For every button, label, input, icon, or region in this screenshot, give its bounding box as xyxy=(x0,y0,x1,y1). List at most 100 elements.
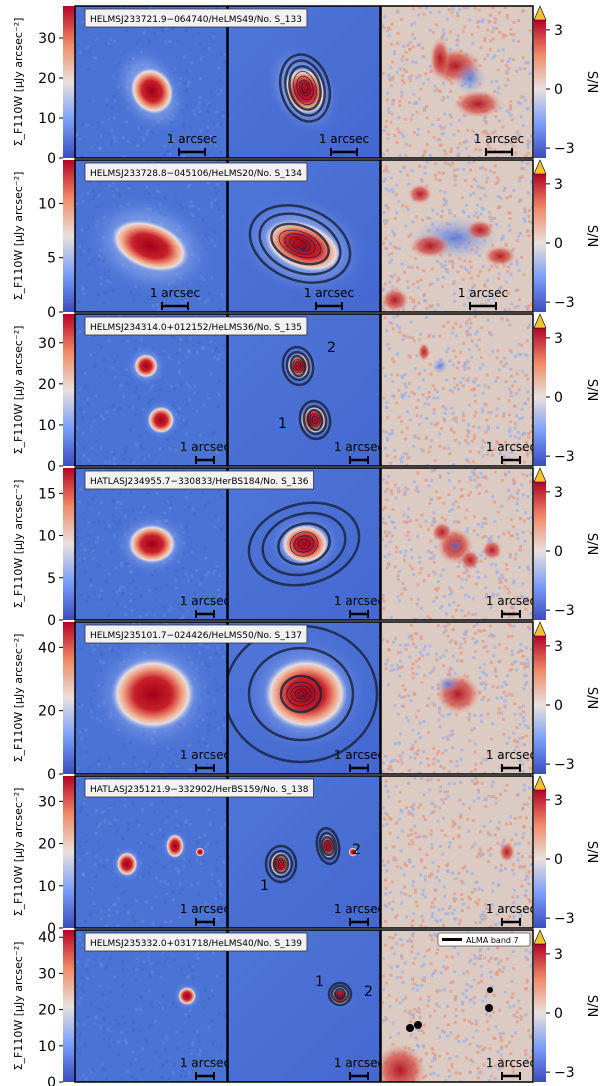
noise-pixel xyxy=(142,960,146,964)
noise-pixel xyxy=(166,883,170,887)
noise-pixel xyxy=(459,757,463,761)
noise-pixel xyxy=(123,605,127,609)
noise-pixel xyxy=(443,199,447,203)
left-tick-label: 30 xyxy=(38,336,56,352)
noise-pixel xyxy=(474,377,478,381)
noise-pixel xyxy=(172,898,176,902)
noise-pixel xyxy=(99,134,103,138)
noise-pixel xyxy=(405,426,409,430)
noise-pixel xyxy=(385,219,389,223)
noise-pixel xyxy=(449,115,453,119)
noise-pixel xyxy=(185,356,189,360)
noise-pixel xyxy=(137,395,141,399)
noise-pixel xyxy=(438,178,442,182)
noise-pixel xyxy=(404,50,408,54)
noise-pixel xyxy=(427,130,431,134)
noise-pixel xyxy=(109,128,113,132)
noise-pixel xyxy=(523,894,527,898)
model-contour xyxy=(311,415,319,425)
noise-pixel xyxy=(90,145,94,149)
noise-pixel xyxy=(497,272,501,276)
noise-pixel xyxy=(86,67,90,71)
noise-pixel xyxy=(438,496,442,500)
noise-pixel xyxy=(518,231,522,235)
noise-pixel xyxy=(389,669,393,673)
noise-pixel xyxy=(425,396,429,400)
noise-pixel xyxy=(413,831,417,835)
noise-pixel xyxy=(112,116,116,120)
noise-pixel xyxy=(393,52,397,56)
noise-pixel xyxy=(443,912,447,916)
noise-pixel xyxy=(430,478,434,482)
noise-pixel xyxy=(417,164,421,168)
noise-pixel xyxy=(498,586,502,590)
noise-pixel xyxy=(219,527,223,531)
noise-pixel xyxy=(462,342,466,346)
noise-pixel xyxy=(453,908,457,912)
noise-pixel xyxy=(468,317,472,321)
noise-pixel xyxy=(490,722,494,726)
noise-pixel xyxy=(521,769,525,773)
noise-pixel xyxy=(448,666,452,670)
noise-pixel xyxy=(443,1014,447,1018)
noise-pixel xyxy=(408,537,412,541)
noise-pixel xyxy=(419,873,423,877)
noise-pixel xyxy=(108,280,112,284)
noise-pixel xyxy=(462,210,466,214)
noise-pixel xyxy=(514,1031,518,1035)
noise-pixel xyxy=(75,202,79,206)
model-panel: 121 arcsec xyxy=(228,930,380,1082)
noise-pixel xyxy=(515,502,519,506)
noise-pixel xyxy=(179,1074,183,1078)
noise-pixel xyxy=(212,356,216,360)
noise-pixel xyxy=(195,569,199,573)
scale-bar-label: 1 arcsec xyxy=(304,286,354,300)
noise-pixel xyxy=(416,127,420,131)
noise-pixel xyxy=(428,153,432,157)
noise-pixel xyxy=(470,890,474,894)
noise-pixel xyxy=(478,666,482,670)
noise-pixel xyxy=(528,71,532,75)
noise-pixel xyxy=(215,688,219,692)
model-contour xyxy=(299,79,311,97)
noise-pixel xyxy=(464,988,468,992)
noise-pixel xyxy=(399,808,403,812)
residual-feature xyxy=(460,550,480,570)
noise-pixel xyxy=(176,823,180,827)
noise-pixel xyxy=(512,950,516,954)
noise-pixel xyxy=(396,574,400,578)
noise-pixel xyxy=(523,661,527,665)
noise-pixel xyxy=(463,640,467,644)
noise-pixel xyxy=(494,801,498,805)
noise-pixel xyxy=(493,21,497,25)
noise-pixel xyxy=(420,513,424,517)
noise-pixel xyxy=(512,966,516,970)
noise-pixel xyxy=(417,771,421,774)
noise-pixel xyxy=(169,764,173,768)
right-tick-label: −3 xyxy=(554,911,575,927)
noise-pixel xyxy=(454,640,458,644)
noise-pixel xyxy=(478,366,482,370)
noise-pixel xyxy=(90,547,94,551)
right-tick-label: 0 xyxy=(554,82,563,98)
noise-pixel xyxy=(451,836,455,840)
noise-pixel xyxy=(162,613,166,617)
noise-pixel xyxy=(80,646,84,650)
noise-pixel xyxy=(474,742,478,746)
noise-pixel xyxy=(418,1015,422,1019)
noise-pixel xyxy=(83,557,87,561)
left-tick-label: 30 xyxy=(38,966,56,982)
noise-pixel xyxy=(506,318,510,322)
noise-pixel xyxy=(83,371,87,375)
noise-pixel xyxy=(400,94,404,98)
noise-pixel xyxy=(87,521,91,525)
noise-pixel xyxy=(182,418,186,422)
right-tick-label: 3 xyxy=(554,947,563,963)
noise-pixel xyxy=(494,866,498,870)
noise-pixel xyxy=(504,84,508,88)
noise-pixel xyxy=(184,29,188,33)
noise-pixel xyxy=(148,40,152,44)
noise-pixel xyxy=(155,753,159,757)
noise-pixel xyxy=(155,189,159,193)
noise-pixel xyxy=(432,519,436,523)
